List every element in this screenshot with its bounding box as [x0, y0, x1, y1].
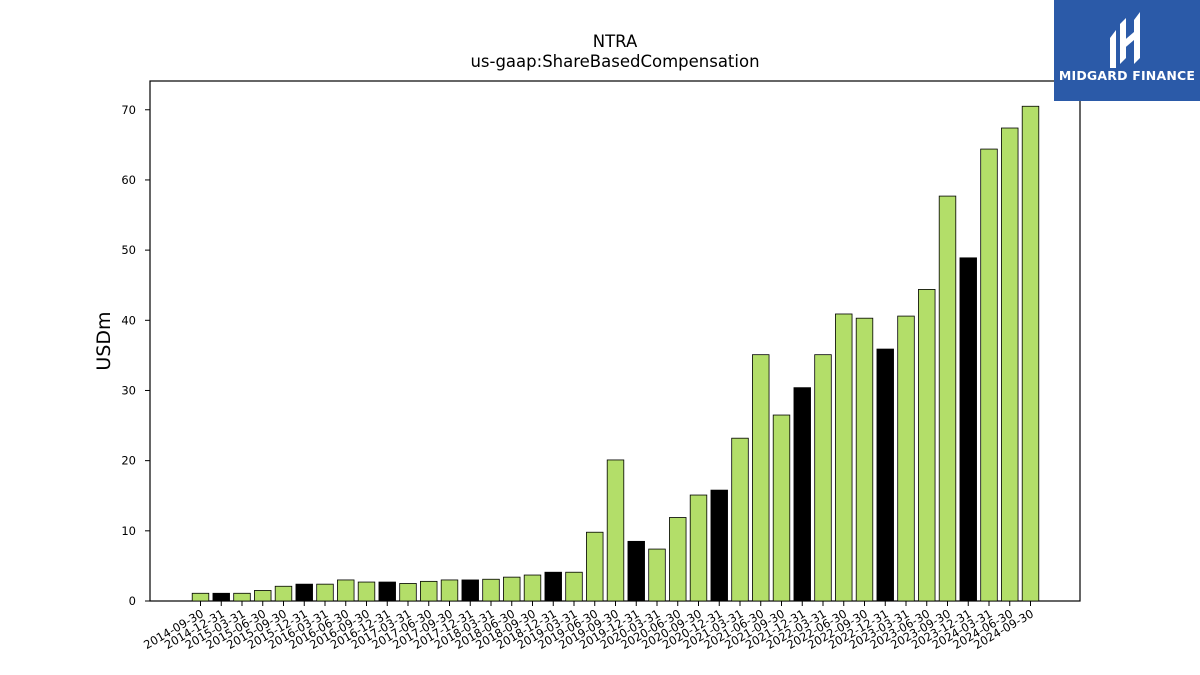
- bar: [399, 583, 417, 602]
- bar: [855, 317, 874, 602]
- y-tick-label: 40: [121, 313, 136, 327]
- midgard-logo-icon: [1110, 12, 1140, 68]
- bar: [876, 348, 894, 602]
- bar: [233, 592, 251, 602]
- bar: [565, 571, 583, 602]
- y-tick-label: 50: [121, 243, 136, 257]
- bar: [752, 354, 770, 602]
- bar: [606, 459, 625, 602]
- x-axis: 2014-09-302014-12-312015-03-312015-06-30…: [141, 601, 1036, 652]
- y-tick-label: 20: [121, 454, 136, 468]
- bar: [669, 517, 687, 602]
- bar: [897, 315, 915, 602]
- bar: [503, 576, 521, 602]
- bar: [440, 579, 459, 602]
- y-axis: 0 10 20 30 40 50 60 70: [121, 103, 150, 608]
- y-tick-label: 60: [121, 173, 136, 187]
- bar: [544, 571, 562, 602]
- bar: [337, 579, 355, 602]
- bar: [295, 583, 313, 602]
- bars: [191, 105, 1040, 602]
- bar: [980, 148, 998, 602]
- y-tick-label: 70: [121, 103, 136, 117]
- bar: [938, 195, 957, 602]
- brand-logo: MIDGARD FINANCE: [1054, 0, 1200, 101]
- chart-title: NTRA: [592, 32, 638, 51]
- chart-subtitle: us-gaap:ShareBasedCompensation: [470, 52, 760, 71]
- y-axis-label: USDm: [93, 311, 115, 370]
- y-tick-label: 0: [129, 594, 136, 608]
- bar: [212, 592, 230, 602]
- bar: [586, 531, 604, 602]
- bar: [482, 578, 500, 602]
- bar: [420, 580, 438, 602]
- bar: [793, 387, 811, 602]
- brand-logo-text: MIDGARD FINANCE: [1058, 68, 1196, 83]
- y-tick-label: 10: [121, 524, 136, 538]
- bar: [378, 581, 396, 602]
- bar: [835, 313, 853, 602]
- bar: [1021, 105, 1040, 602]
- bar: [1001, 127, 1019, 602]
- y-tick-label: 30: [121, 383, 136, 397]
- bar: [316, 583, 334, 602]
- bar: [814, 354, 832, 602]
- bar: [523, 574, 542, 602]
- bar: [274, 585, 293, 602]
- bar: [959, 257, 977, 602]
- bar: [254, 590, 272, 602]
- bar: [918, 289, 936, 602]
- bar: [627, 540, 645, 602]
- bar: [648, 548, 666, 602]
- bar: [357, 581, 376, 602]
- bar: [689, 494, 708, 602]
- bar: [191, 592, 210, 602]
- bar: [461, 579, 479, 602]
- bar: [772, 414, 791, 602]
- bar: [731, 437, 749, 602]
- bar: [710, 489, 728, 602]
